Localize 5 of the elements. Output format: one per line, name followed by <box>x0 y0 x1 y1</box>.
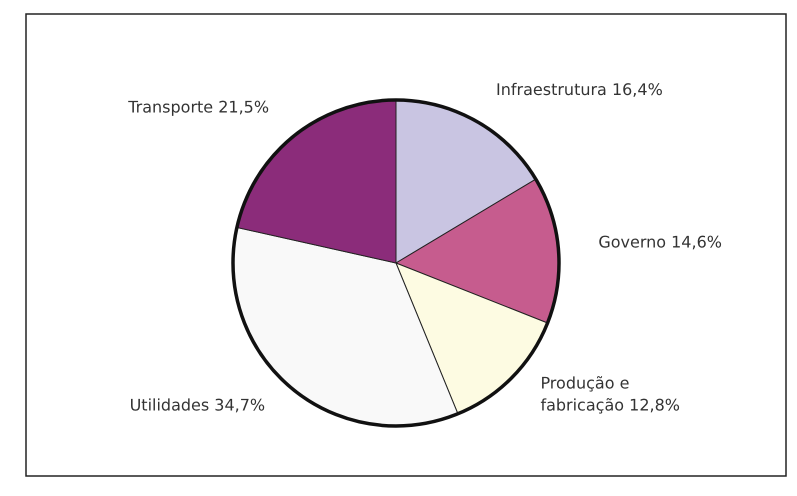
slice-label: Utilidades 34,7% <box>130 396 266 415</box>
slice-label: Transporte 21,5% <box>127 97 270 116</box>
slice-label: Produção e fabricação 12,8% <box>540 374 680 415</box>
slice-label: Governo 14,6% <box>598 232 722 252</box>
slice-label: Infraestrutura 16,4% <box>496 80 663 100</box>
